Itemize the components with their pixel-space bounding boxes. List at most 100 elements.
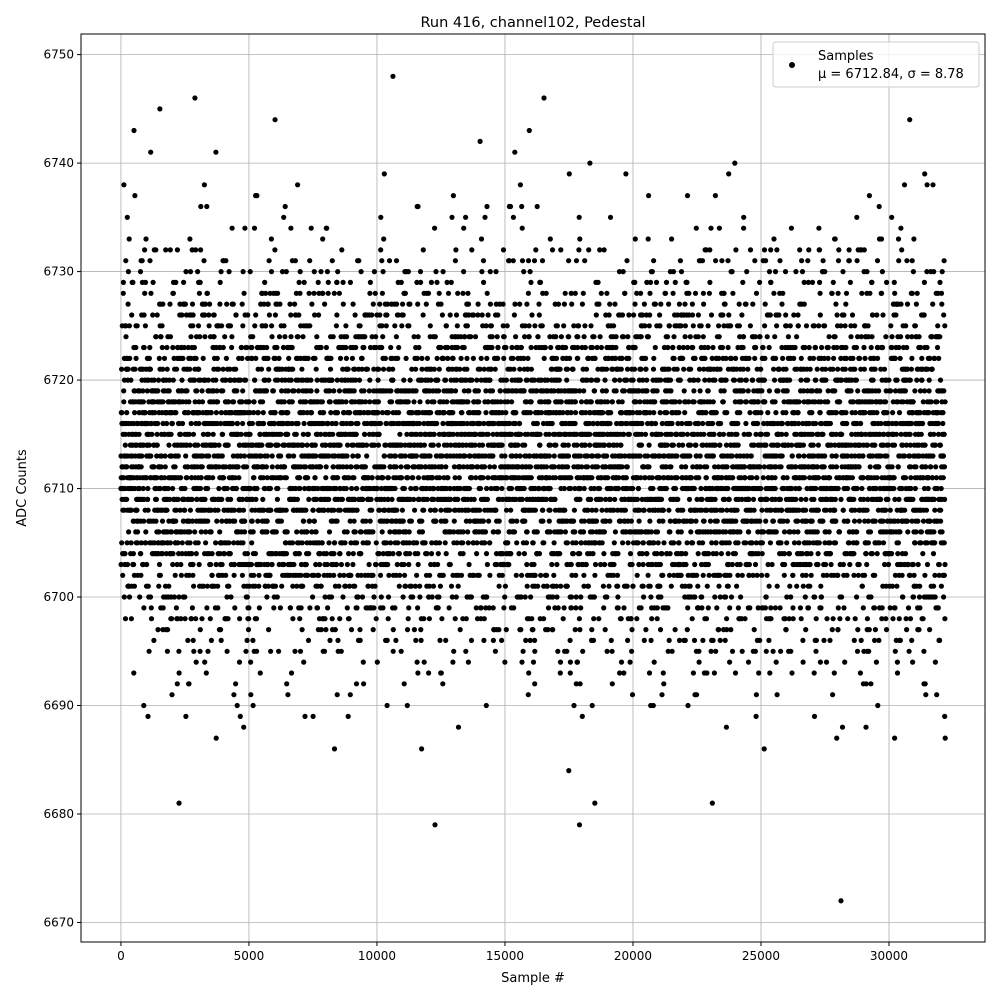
data-point [305,572,311,578]
data-point [528,279,534,285]
data-point [334,279,340,285]
data-point [223,464,229,470]
data-point [615,594,621,600]
data-point [535,583,541,589]
data-point [285,388,291,394]
data-point [581,388,587,394]
data-point [495,312,501,318]
data-point [220,431,226,437]
data-point [415,334,421,340]
data-point [568,475,574,481]
data-point [204,583,211,589]
data-point [576,214,582,220]
data-point [155,627,161,633]
data-point [618,616,624,622]
data-point [334,410,341,416]
data-point [213,149,219,155]
data-point [288,670,295,676]
data-point [590,551,596,557]
data-point [343,344,349,351]
data-point [136,431,142,437]
data-point [252,583,258,589]
data-point [288,312,294,318]
data-point [532,572,538,578]
data-point [348,572,354,578]
data-point [331,572,337,578]
data-point [389,399,395,405]
data-point [502,594,508,600]
data-point [556,377,562,383]
data-point [174,561,180,568]
data-point [128,377,134,383]
data-point [243,377,249,383]
data-point [253,616,260,622]
data-point [184,388,190,394]
data-point [281,399,287,405]
data-point [595,377,601,383]
data-point [518,431,524,437]
data-point [505,540,511,546]
data-point [481,279,487,285]
data-point [272,312,278,318]
data-point [319,540,325,546]
data-point [380,366,387,372]
data-point [484,290,490,296]
data-point [371,269,377,275]
data-point [601,247,607,253]
data-point [140,399,146,405]
data-point [315,279,321,285]
data-point [309,301,315,307]
data-point [376,431,382,437]
data-point [601,529,608,535]
data-point [457,366,463,372]
data-point [572,399,579,405]
data-point [421,659,427,665]
data-point [264,453,270,459]
data-point [621,388,628,394]
data-point [521,551,528,557]
data-point [604,453,610,459]
data-point [521,485,527,492]
data-point [217,279,223,285]
data-point [202,334,208,340]
data-point [585,583,592,589]
data-point [466,485,472,492]
data-point [350,301,356,307]
data-point [296,279,302,285]
data-point [626,355,632,361]
data-point [397,572,403,578]
data-point [331,290,337,296]
data-point [615,605,621,611]
data-point [244,594,250,600]
data-point [622,507,629,513]
data-point [360,659,366,665]
data-point [200,355,206,361]
data-point [225,442,231,448]
data-point [450,355,456,361]
data-point [373,616,379,622]
data-point [139,453,145,459]
data-point [537,442,543,448]
data-point [526,127,532,134]
data-point [379,529,385,535]
data-point [268,507,274,513]
data-point [125,269,131,275]
data-point [208,561,214,568]
data-point [206,312,212,318]
data-point [254,193,260,199]
data-point [562,507,568,513]
data-point [243,648,249,654]
data-point [453,247,459,253]
data-point [381,464,387,470]
data-point [564,648,570,654]
data-point [536,301,542,307]
data-point [470,355,476,361]
data-point [618,442,624,448]
data-point [275,485,281,492]
data-point [154,442,160,448]
data-point [358,269,364,275]
data-point [263,464,269,470]
data-point [126,594,133,600]
data-point [426,616,432,622]
data-point [239,301,245,307]
